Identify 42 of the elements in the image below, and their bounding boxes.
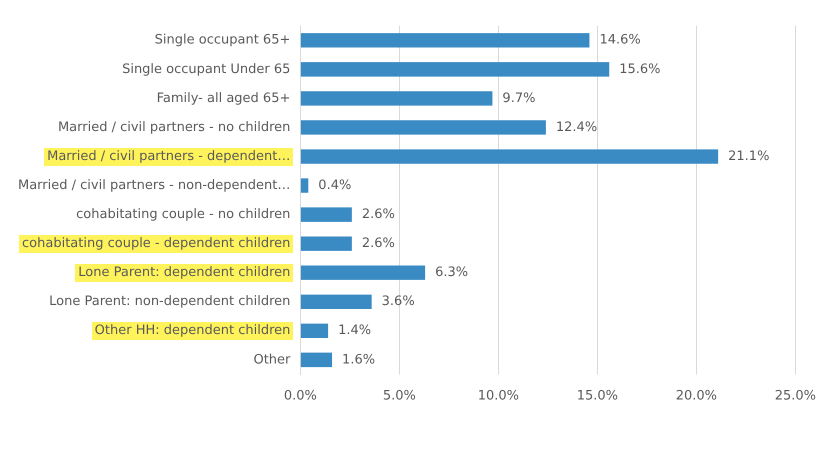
y-tick-label: Single occupant 65+ — [154, 32, 290, 48]
data-label: 1.6% — [342, 352, 376, 368]
bar — [300, 91, 492, 106]
data-label: 9.7% — [502, 90, 536, 106]
data-label: 0.4% — [318, 178, 352, 193]
data-label: 3.6% — [382, 294, 415, 310]
bar — [300, 294, 372, 309]
data-label: 15.6% — [619, 62, 661, 77]
y-tick-label: Married / civil partners - no children — [58, 120, 290, 135]
y-tick-label: Other HH: dependent children — [94, 323, 290, 338]
bar — [300, 62, 610, 77]
x-tick-label: 5.0% — [382, 388, 416, 404]
y-tick-label: Family- all aged 65+ — [156, 90, 290, 106]
y-tick-label: Married / civil partners - dependent… — [47, 148, 290, 164]
y-tick-label: cohabitating couple - no children — [76, 207, 290, 222]
data-label: 12.4% — [556, 120, 598, 135]
bar — [300, 149, 718, 164]
y-tick-label: Lone Parent: non-dependent children — [49, 294, 290, 310]
bar — [300, 178, 308, 193]
x-tick-label: 20.0% — [676, 388, 718, 404]
bar — [300, 266, 426, 280]
data-label: 2.6% — [362, 207, 395, 222]
data-label: 1.4% — [338, 323, 372, 338]
y-tick-label: Single occupant Under 65 — [122, 62, 290, 77]
bar — [300, 33, 590, 48]
x-tick-label: 15.0% — [576, 388, 618, 404]
y-tick-label: cohabitating couple - dependent children — [22, 236, 290, 252]
bar — [300, 236, 352, 251]
bar — [300, 120, 546, 135]
data-label: 6.3% — [435, 265, 468, 280]
x-tick-label: 25.0% — [774, 388, 816, 404]
bar — [300, 352, 332, 368]
bar — [300, 207, 352, 222]
x-tick-label: 0.0% — [284, 388, 317, 404]
bar — [300, 324, 328, 338]
y-tick-label: Other — [253, 352, 292, 368]
data-label: 2.6% — [362, 236, 395, 252]
x-tick-label: 10.0% — [478, 388, 520, 404]
data-label: 14.6% — [599, 32, 641, 48]
data-label: 21.1% — [728, 148, 770, 164]
y-tick-label: Lone Parent: dependent children — [78, 265, 290, 280]
y-tick-label: Married / civil partners - non-dependent… — [18, 178, 290, 193]
